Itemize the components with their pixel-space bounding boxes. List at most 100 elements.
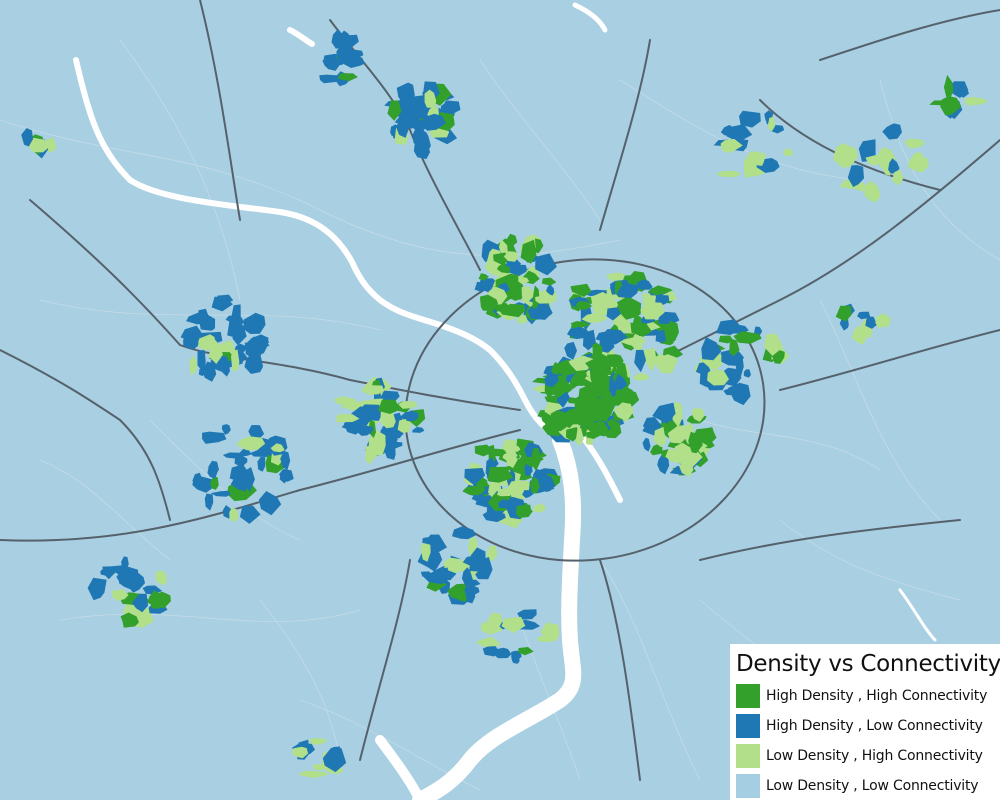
census-tract-hd-hc — [630, 322, 652, 337]
census-tract-ld-hc — [476, 636, 501, 647]
census-tract-hd-lc — [341, 421, 361, 432]
census-tract-ld-hc — [667, 424, 687, 444]
census-tract-ld-hc — [891, 169, 904, 186]
census-tract-hd-hc — [582, 391, 597, 411]
census-tract-hd-hc — [479, 294, 498, 311]
legend-label: Low Density , Low Connectivity — [766, 778, 979, 794]
census-tract-ld-hc — [236, 436, 266, 451]
census-tract-hd-lc — [882, 123, 902, 140]
census-tract-hd-lc — [567, 326, 589, 340]
legend-swatch — [736, 684, 760, 708]
census-tract-ld-hc — [497, 488, 511, 497]
census-tract-hd-lc — [432, 570, 444, 577]
census-tract-ld-hc — [640, 301, 665, 320]
census-tract-hd-hc — [589, 365, 608, 383]
census-tract-ld-hc — [855, 181, 867, 192]
census-tract-ld-hc — [291, 746, 309, 759]
census-tract-ld-hc — [360, 385, 384, 395]
census-tract-ld-hc — [424, 89, 437, 108]
census-tract-ld-hc — [231, 349, 240, 372]
census-tract-hd-lc — [511, 650, 522, 661]
census-tract-hd-lc — [186, 311, 215, 325]
potomac-river-upper — [73, 57, 563, 443]
census-tract-ld-hc — [767, 117, 776, 132]
census-tract-ld-hc — [505, 480, 534, 501]
census-tract-ld-hc — [875, 313, 891, 328]
census-tract-ld-hc — [619, 337, 646, 346]
census-tract-hd-lc — [202, 431, 227, 444]
census-tract-hd-lc — [517, 609, 537, 620]
census-tract-ld-hc — [154, 570, 168, 586]
census-tract-hd-lc — [258, 491, 282, 516]
legend-item-high-density-low-connectivity: High Density , Low Connectivity — [736, 714, 1000, 738]
census-tract-hd-hc — [387, 100, 402, 121]
census-tract-ld-hc — [575, 428, 584, 447]
census-tract-ld-hc — [521, 286, 533, 302]
census-tract-hd-hc — [489, 448, 507, 457]
census-tract-hd-lc — [322, 57, 341, 71]
census-tract-hd-lc — [888, 158, 900, 174]
census-tract-hd-hc — [210, 476, 219, 490]
census-tract-hd-lc — [564, 341, 577, 360]
census-tract-hd-lc — [720, 125, 738, 137]
census-tract-hd-lc — [606, 307, 621, 321]
census-tract-ld-hc — [783, 148, 794, 157]
census-tract-hd-lc — [462, 555, 482, 568]
census-tract-hd-hc — [729, 338, 740, 357]
reservoir-north — [572, 2, 608, 33]
census-tract-hd-lc — [394, 112, 421, 129]
census-tract-ld-hc — [606, 272, 626, 281]
census-tract-hd-hc — [650, 444, 663, 456]
census-tract-hd-lc — [221, 424, 231, 435]
census-tract-hd-hc — [516, 504, 532, 518]
census-tract-ld-hc — [313, 764, 326, 771]
census-tract-ld-hc — [964, 97, 987, 106]
census-tract-hd-lc — [634, 349, 646, 373]
census-tract-hd-lc — [716, 319, 743, 335]
census-tract-hd-hc — [607, 354, 624, 368]
legend-item-high-density-high-connectivity: High Density , High Connectivity — [736, 684, 1000, 708]
census-tract-hd-lc — [230, 304, 241, 326]
census-tract-hd-lc — [739, 110, 761, 128]
census-tract-hd-hc — [507, 291, 523, 301]
census-tract-hd-lc — [204, 493, 214, 511]
census-tract-hd-hc — [567, 397, 577, 404]
census-tract-hd-lc — [210, 490, 231, 497]
census-tract-ld-hc — [518, 276, 530, 285]
census-tract-hd-lc — [280, 451, 291, 470]
census-tract-hd-lc — [764, 110, 774, 125]
census-tract-ld-hc — [692, 408, 705, 422]
census-tract-ld-hc — [229, 507, 239, 523]
census-tract-ld-hc — [201, 334, 215, 343]
census-tract-hd-lc — [211, 296, 233, 312]
census-tract-ld-hc — [904, 138, 926, 149]
census-tract-hd-lc — [471, 494, 486, 503]
census-tract-hd-lc — [243, 312, 266, 334]
census-tract-hd-lc — [615, 373, 628, 390]
census-tract-hd-lc — [234, 454, 248, 467]
census-tract-hd-lc — [642, 437, 651, 452]
census-tract-hd-lc — [522, 490, 534, 499]
legend-label: High Density , High Connectivity — [766, 688, 988, 704]
census-tract-hd-hc — [699, 427, 716, 443]
census-tract-ld-hc — [653, 435, 668, 442]
census-tract-hd-lc — [227, 317, 245, 338]
tract-layer — [21, 29, 987, 779]
census-tract-hd-hc — [462, 485, 486, 496]
census-tract-hd-hc — [530, 448, 541, 472]
census-tract-hd-lc — [441, 100, 461, 115]
census-tract-hd-hc — [474, 444, 495, 457]
census-tract-hd-lc — [131, 593, 148, 613]
census-tract-hd-lc — [351, 406, 375, 426]
census-tract-hd-lc — [21, 128, 33, 147]
census-tract-hd-hc — [688, 431, 703, 454]
census-tract-ld-hc — [398, 401, 418, 409]
census-tract-ld-hc — [486, 545, 498, 561]
census-tract-ld-hc — [516, 315, 528, 324]
census-tract-ld-hc — [851, 325, 867, 345]
census-tract-hd-lc — [244, 353, 264, 374]
census-tract-ld-hc — [397, 419, 409, 434]
census-tract-ld-hc — [336, 414, 360, 423]
